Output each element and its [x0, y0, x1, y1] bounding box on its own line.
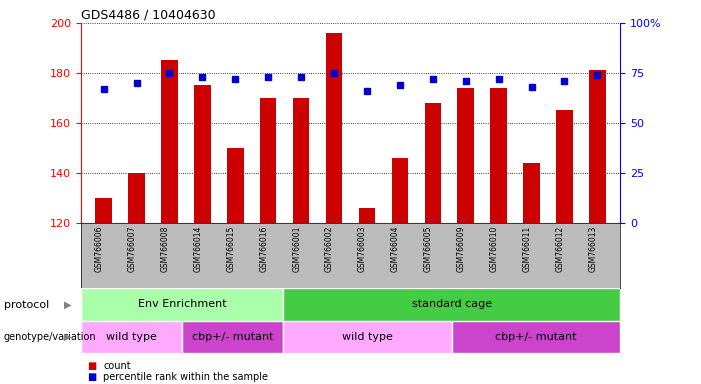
Text: Env Enrichment: Env Enrichment — [137, 299, 226, 310]
Bar — [161, 61, 178, 223]
Text: GSM766007: GSM766007 — [128, 226, 137, 273]
Bar — [182, 321, 283, 353]
Bar — [589, 71, 606, 223]
Text: GSM766010: GSM766010 — [489, 226, 498, 272]
Bar — [326, 33, 342, 223]
Text: GDS4486 / 10404630: GDS4486 / 10404630 — [81, 9, 215, 22]
Text: percentile rank within the sample: percentile rank within the sample — [103, 372, 268, 382]
Text: wild type: wild type — [342, 332, 393, 342]
Text: GSM766016: GSM766016 — [259, 226, 268, 272]
Bar — [293, 98, 309, 223]
Bar — [260, 98, 276, 223]
Text: GSM766004: GSM766004 — [391, 226, 400, 273]
Text: ▶: ▶ — [64, 300, 72, 310]
Bar — [81, 321, 182, 353]
Bar — [128, 173, 145, 223]
Text: protocol: protocol — [4, 300, 49, 310]
Text: GSM766003: GSM766003 — [358, 226, 367, 273]
Text: GSM766005: GSM766005 — [424, 226, 433, 273]
Bar — [227, 148, 243, 223]
Text: GSM766012: GSM766012 — [555, 226, 564, 272]
Text: GSM766006: GSM766006 — [95, 226, 104, 273]
Text: GSM766002: GSM766002 — [325, 226, 334, 272]
Bar — [523, 163, 540, 223]
Text: GSM766011: GSM766011 — [522, 226, 531, 272]
Bar — [556, 111, 573, 223]
Text: cbp+/- mutant: cbp+/- mutant — [191, 332, 273, 342]
Text: cbp+/- mutant: cbp+/- mutant — [496, 332, 577, 342]
Bar — [491, 88, 507, 223]
Bar — [425, 103, 441, 223]
Text: standard cage: standard cage — [411, 299, 492, 310]
Bar — [458, 88, 474, 223]
Text: genotype/variation: genotype/variation — [4, 332, 96, 342]
Bar — [283, 321, 451, 353]
Bar — [194, 86, 210, 223]
Bar — [392, 158, 408, 223]
Bar — [451, 321, 620, 353]
Bar — [95, 198, 112, 223]
Text: count: count — [103, 361, 130, 371]
Text: GSM766009: GSM766009 — [456, 226, 465, 273]
Bar — [359, 208, 375, 223]
Text: ▶: ▶ — [64, 332, 72, 342]
Text: GSM766015: GSM766015 — [226, 226, 236, 272]
Text: wild type: wild type — [106, 332, 156, 342]
Text: GSM766008: GSM766008 — [161, 226, 170, 272]
Text: ■: ■ — [88, 372, 97, 382]
Bar — [283, 288, 620, 321]
Text: GSM766013: GSM766013 — [588, 226, 597, 272]
Bar — [81, 288, 283, 321]
Text: GSM766001: GSM766001 — [292, 226, 301, 272]
Text: ■: ■ — [88, 361, 97, 371]
Text: GSM766014: GSM766014 — [193, 226, 203, 272]
